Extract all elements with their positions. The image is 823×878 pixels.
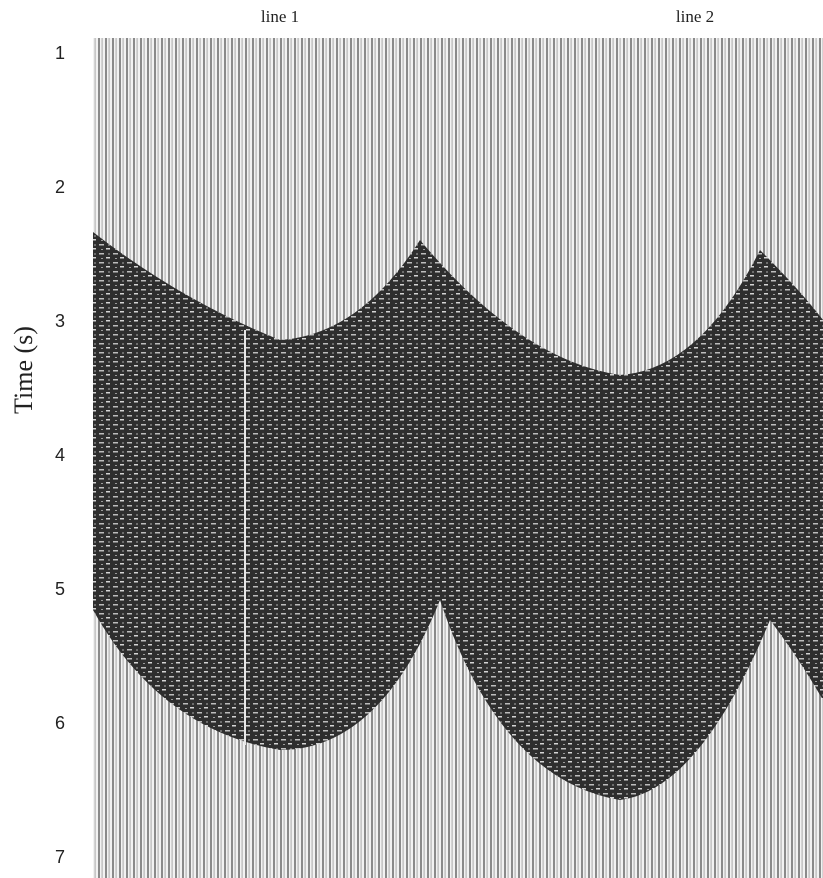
y-axis-label: Time (s) xyxy=(9,326,38,414)
annotation: line 1 xyxy=(261,7,299,26)
y-tick-label: 1 xyxy=(55,43,65,63)
chart: line 1 line 2 Time (s) 1 2 3 4 5 6 7 xyxy=(0,0,823,878)
y-tick-label: 4 xyxy=(55,445,65,465)
y-tick-label: 5 xyxy=(55,579,65,599)
y-tick-label: 3 xyxy=(55,311,65,331)
y-tick-label: 7 xyxy=(55,847,65,867)
annotation: line 2 xyxy=(676,7,714,26)
y-tick-label: 6 xyxy=(55,713,65,733)
y-tick-label: 2 xyxy=(55,177,65,197)
